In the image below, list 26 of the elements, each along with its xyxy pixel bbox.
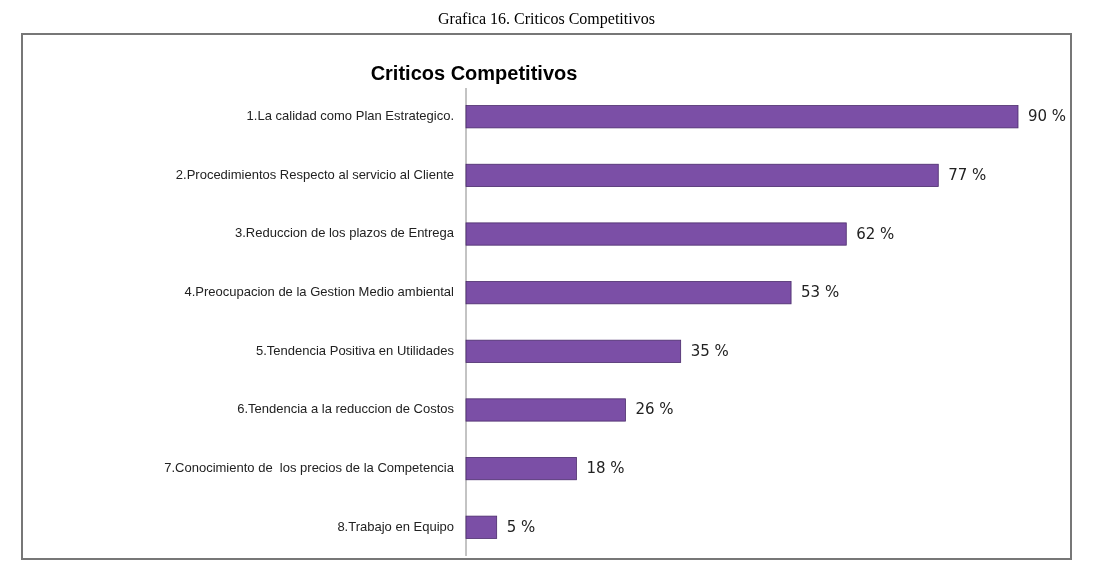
text: Grafica 16. Criticos Competitivos (438, 10, 655, 28)
bar (465, 398, 626, 422)
data-label: 35 % (690, 341, 729, 360)
bar (465, 163, 939, 187)
bar (465, 281, 792, 305)
bar (465, 339, 682, 363)
y-tick-label: 2.Procedimientos Respecto al servicio al Cliente (175, 166, 454, 182)
data-label: 77 % (948, 165, 987, 184)
data-label: 90 % (1028, 107, 1067, 126)
y-tick-label: 1.La calidad como Plan Estrategico. (246, 108, 454, 124)
data-label: 53 % (801, 283, 840, 302)
data-label: 26 % (635, 400, 674, 419)
chart-title: Criticos Competitivos (370, 62, 578, 84)
y-tick-label: 7.Conocimiento de los precios de la Competencia (164, 460, 455, 476)
y-tick-label: 8.Trabajo en Equipo (337, 518, 454, 534)
y-tick-label: 5.Tendencia Positiva en Utilidades (255, 342, 455, 358)
bar (465, 457, 577, 481)
y-tick-label: 6.Tendencia a la reduccion de Costos (237, 401, 455, 417)
y-tick-label: 3.Reduccion de los plazos de Entrega (235, 225, 455, 241)
y-tick-label: 4.Preocupacion de la Gestion Medio ambiental (184, 284, 455, 300)
bar (465, 515, 498, 539)
data-label: 18 % (586, 459, 625, 478)
bar (465, 105, 1019, 129)
data-label: 5 % (506, 517, 536, 536)
bar (465, 222, 847, 246)
data-label: 62 % (856, 224, 895, 243)
